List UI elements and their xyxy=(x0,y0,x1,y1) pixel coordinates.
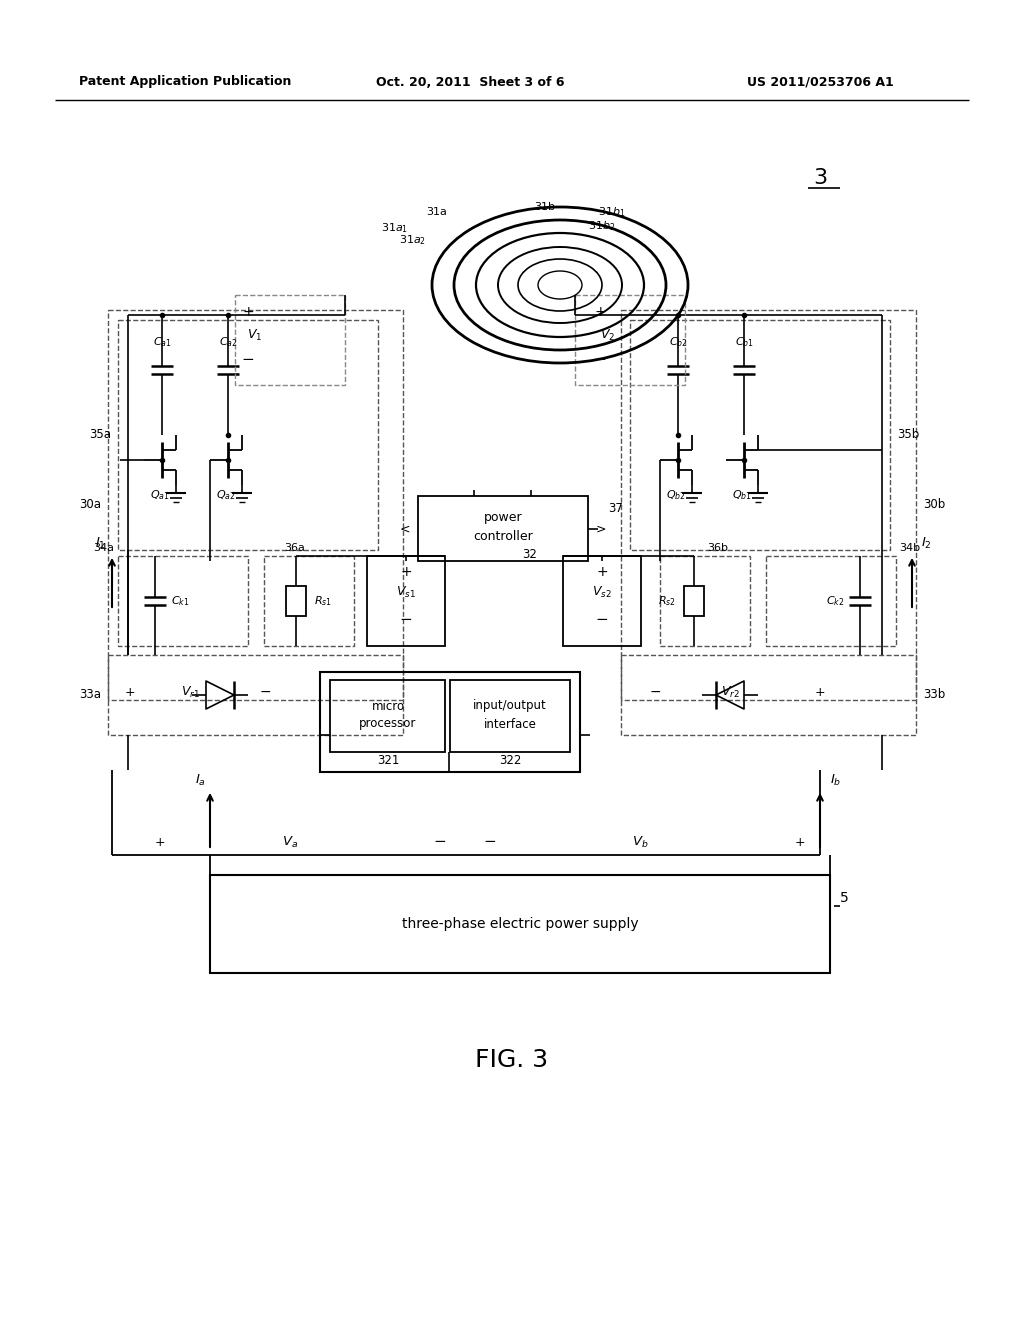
Text: $31a_2$: $31a_2$ xyxy=(399,234,427,247)
Text: $V_{r1}$: $V_{r1}$ xyxy=(180,685,200,700)
Text: FIG. 3: FIG. 3 xyxy=(475,1048,549,1072)
Text: $Q_{b1}$: $Q_{b1}$ xyxy=(732,488,752,502)
Text: −: − xyxy=(399,612,413,627)
Text: processor: processor xyxy=(359,718,417,730)
Bar xyxy=(630,319,890,550)
Text: $Q_{a2}$: $Q_{a2}$ xyxy=(216,488,236,502)
Text: US 2011/0253706 A1: US 2011/0253706 A1 xyxy=(746,75,893,88)
Text: +: + xyxy=(155,836,165,849)
Text: −: − xyxy=(433,834,446,850)
Text: −: − xyxy=(649,685,660,700)
Text: +: + xyxy=(594,305,606,319)
Text: 322: 322 xyxy=(499,754,521,767)
Text: 36a: 36a xyxy=(285,543,305,553)
Bar xyxy=(330,680,445,752)
Bar xyxy=(660,556,750,645)
Text: −: − xyxy=(594,352,606,367)
Text: $R_{s1}$: $R_{s1}$ xyxy=(314,594,332,609)
Bar xyxy=(319,672,580,772)
Text: $Q_{b2}$: $Q_{b2}$ xyxy=(666,488,686,502)
Text: 31a: 31a xyxy=(427,207,447,216)
Text: 321: 321 xyxy=(377,754,399,767)
Text: −: − xyxy=(483,834,497,850)
Bar xyxy=(234,294,345,385)
Text: 36b: 36b xyxy=(708,543,728,553)
Text: $C_{b1}$: $C_{b1}$ xyxy=(734,335,754,348)
Text: +: + xyxy=(243,305,254,319)
Text: input/output: input/output xyxy=(473,700,547,713)
Text: 33b: 33b xyxy=(923,689,945,701)
Bar xyxy=(450,680,570,752)
Text: $V_b$: $V_b$ xyxy=(632,834,648,850)
Text: +: + xyxy=(400,565,412,579)
Text: $V_{s2}$: $V_{s2}$ xyxy=(592,585,612,599)
Text: $R_{s2}$: $R_{s2}$ xyxy=(658,594,676,609)
Text: $31b_1$: $31b_1$ xyxy=(598,205,626,219)
Text: $C_{k2}$: $C_{k2}$ xyxy=(825,594,844,609)
Text: 33a: 33a xyxy=(79,689,101,701)
Text: 35a: 35a xyxy=(89,429,111,441)
Text: 30a: 30a xyxy=(79,499,101,511)
Text: controller: controller xyxy=(473,529,532,543)
Bar xyxy=(264,556,354,645)
Text: +: + xyxy=(815,685,825,698)
Text: −: − xyxy=(259,685,270,700)
Text: $C_{a2}$: $C_{a2}$ xyxy=(219,335,238,348)
Bar xyxy=(210,875,830,973)
Text: $C_{b2}$: $C_{b2}$ xyxy=(669,335,687,348)
Bar xyxy=(108,655,403,735)
Text: $31b_2$: $31b_2$ xyxy=(589,219,615,232)
Text: $C_{a1}$: $C_{a1}$ xyxy=(153,335,171,348)
Bar xyxy=(684,586,705,616)
Bar xyxy=(575,294,685,385)
Text: 35b: 35b xyxy=(897,429,920,441)
Text: Patent Application Publication: Patent Application Publication xyxy=(79,75,291,88)
Bar xyxy=(621,310,916,700)
Text: 37: 37 xyxy=(608,502,624,515)
Text: interface: interface xyxy=(483,718,537,730)
Text: 5: 5 xyxy=(840,891,848,906)
Text: +: + xyxy=(596,565,608,579)
Text: 30b: 30b xyxy=(923,499,945,511)
Bar xyxy=(563,556,641,645)
Text: −: − xyxy=(596,612,608,627)
Text: $I_b$: $I_b$ xyxy=(830,772,842,788)
Text: $V_{s1}$: $V_{s1}$ xyxy=(396,585,416,599)
Bar xyxy=(418,496,588,561)
Text: 31b: 31b xyxy=(535,202,555,213)
Bar xyxy=(108,310,403,700)
Bar xyxy=(367,556,445,645)
Bar xyxy=(621,655,916,735)
Text: $I_a$: $I_a$ xyxy=(195,772,206,788)
Text: $V_a$: $V_a$ xyxy=(282,834,298,850)
Text: +: + xyxy=(795,836,805,849)
Text: <: < xyxy=(399,523,411,536)
Text: $V_1$: $V_1$ xyxy=(248,327,262,343)
Text: $I_2$: $I_2$ xyxy=(921,536,932,550)
Text: micro: micro xyxy=(372,700,404,713)
Text: +: + xyxy=(125,685,135,698)
Text: 34a: 34a xyxy=(93,543,115,553)
Text: 32: 32 xyxy=(522,548,538,561)
Text: three-phase electric power supply: three-phase electric power supply xyxy=(401,917,638,931)
Text: >: > xyxy=(596,523,606,536)
Bar xyxy=(286,586,306,616)
Bar xyxy=(118,319,378,550)
Text: $C_{k1}$: $C_{k1}$ xyxy=(171,594,189,609)
Text: 3: 3 xyxy=(813,168,827,187)
Text: $Q_{a1}$: $Q_{a1}$ xyxy=(151,488,170,502)
Text: power: power xyxy=(483,511,522,524)
Text: $V_2$: $V_2$ xyxy=(600,327,615,343)
Text: −: − xyxy=(242,352,254,367)
Bar xyxy=(766,556,896,645)
Text: 34b: 34b xyxy=(899,543,921,553)
Text: $V_{r2}$: $V_{r2}$ xyxy=(721,685,739,700)
Text: $I_1$: $I_1$ xyxy=(94,536,105,550)
Text: Oct. 20, 2011  Sheet 3 of 6: Oct. 20, 2011 Sheet 3 of 6 xyxy=(376,75,564,88)
Text: $31a_1$: $31a_1$ xyxy=(381,220,409,235)
Bar xyxy=(118,556,248,645)
